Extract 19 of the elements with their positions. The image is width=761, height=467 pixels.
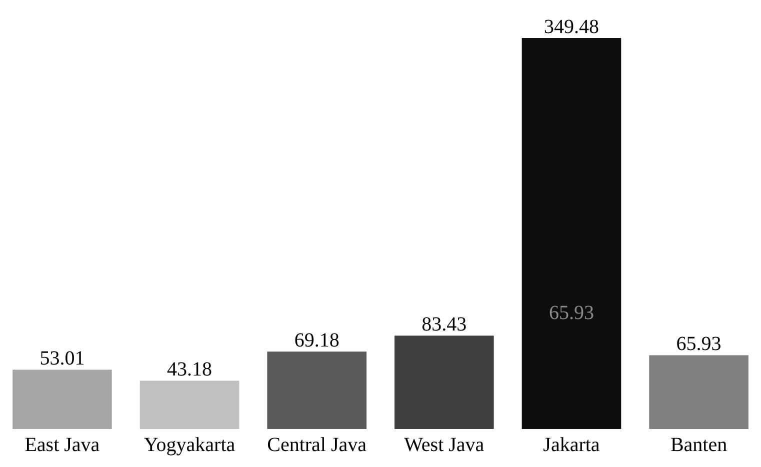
- data-label: 69.18: [294, 330, 340, 352]
- data-label: 53.01: [40, 348, 85, 370]
- x-tick-label: Jakarta: [543, 434, 600, 456]
- annotation: 65.93: [548, 302, 594, 324]
- bar: [649, 355, 748, 429]
- bar: [394, 336, 494, 429]
- bar: [12, 370, 112, 429]
- data-label: 65.93: [676, 333, 722, 356]
- data-label: 349.48: [544, 16, 599, 38]
- x-tick-label: West Java: [404, 434, 484, 456]
- bar: [267, 352, 366, 429]
- x-tick-label: Banten: [670, 434, 728, 456]
- x-tick-label: Central Java: [267, 434, 367, 456]
- data-label: 83.43: [422, 314, 467, 336]
- data-label: 43.18: [167, 358, 212, 381]
- bar: [140, 380, 240, 429]
- x-tick-label: Yogyakarta: [144, 434, 236, 456]
- bar: [522, 38, 622, 429]
- x-tick-label: East Java: [24, 434, 100, 456]
